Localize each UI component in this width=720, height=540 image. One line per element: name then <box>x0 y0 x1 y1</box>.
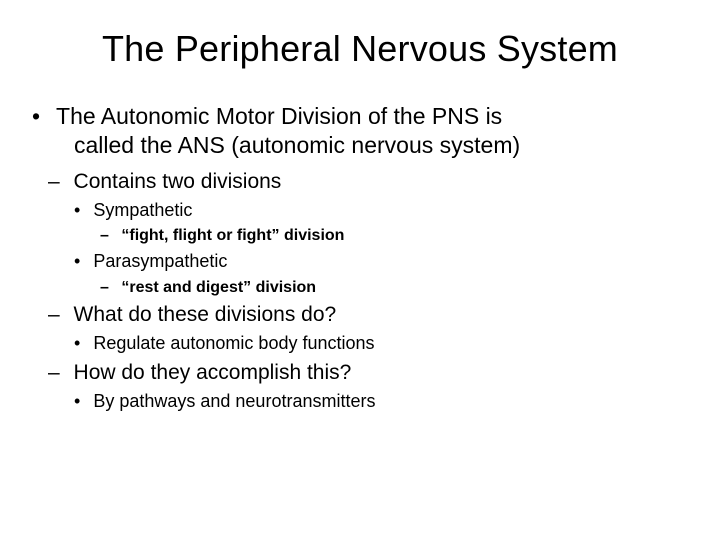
list-item: Parasympathetic “rest and digest” divisi… <box>74 249 684 299</box>
list-item: By pathways and neurotransmitters <box>74 389 684 414</box>
list-item: “fight, flight or fight” division <box>100 225 684 247</box>
list-item: Regulate autonomic body functions <box>74 331 684 356</box>
bullet-text: What do these divisions do? <box>74 303 337 326</box>
list-item: What do these divisions do? Regulate aut… <box>48 301 684 357</box>
bullet-text: How do they accomplish this? <box>74 361 352 384</box>
slide-title: The Peripheral Nervous System <box>36 28 684 70</box>
bullet-text: Parasympathetic <box>93 251 227 271</box>
list-item: “rest and digest” division <box>100 277 684 299</box>
bullet-text: “fight, flight or fight” division <box>121 227 344 244</box>
bullet-list-level3: Regulate autonomic body functions <box>48 331 684 356</box>
bullet-text: The Autonomic Motor Division of the PNS … <box>56 103 502 129</box>
bullet-list-level3: By pathways and neurotransmitters <box>48 389 684 414</box>
list-item: The Autonomic Motor Division of the PNS … <box>36 102 684 414</box>
list-item: Contains two divisions Sympathetic “figh… <box>48 168 684 300</box>
bullet-text: Regulate autonomic body functions <box>93 333 374 353</box>
bullet-text: Contains two divisions <box>74 170 282 193</box>
list-item: How do they accomplish this? By pathways… <box>48 359 684 415</box>
bullet-text: By pathways and neurotransmitters <box>93 391 375 411</box>
bullet-list-level2: Contains two divisions Sympathetic “figh… <box>36 168 684 415</box>
bullet-text-cont: called the ANS (autonomic nervous system… <box>36 131 684 160</box>
bullet-list-level4: “fight, flight or fight” division <box>74 225 684 247</box>
bullet-list-level4: “rest and digest” division <box>74 277 684 299</box>
bullet-list-level1: The Autonomic Motor Division of the PNS … <box>36 102 684 414</box>
bullet-list-level3: Sympathetic “fight, flight or fight” div… <box>48 198 684 299</box>
list-item: Sympathetic “fight, flight or fight” div… <box>74 198 684 248</box>
bullet-text: “rest and digest” division <box>121 279 316 296</box>
bullet-text: Sympathetic <box>93 200 192 220</box>
